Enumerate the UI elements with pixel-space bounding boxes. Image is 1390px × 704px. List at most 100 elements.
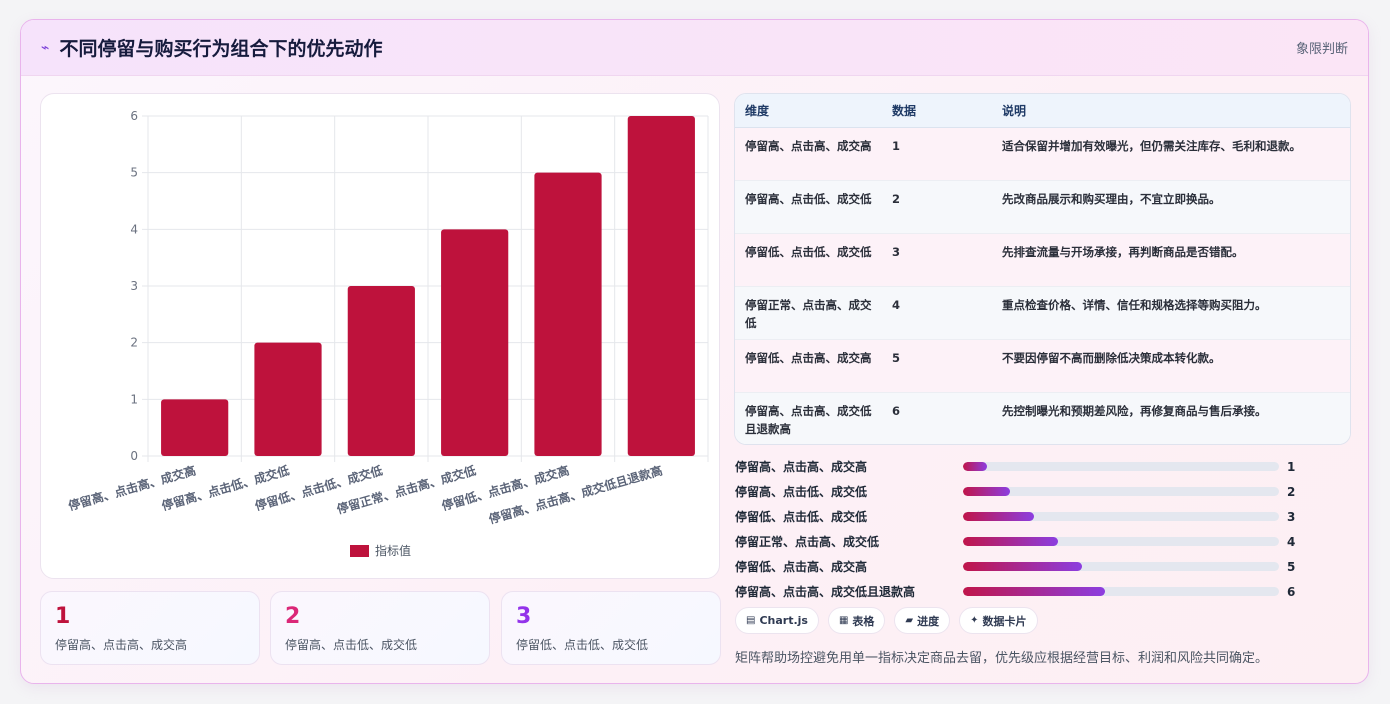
cell-description: 重点检查价格、详情、信任和规格选择等购买阻力。 <box>1002 297 1267 312</box>
progress-label: 停留高、点击低、成交低 <box>735 485 868 499</box>
chip-progress[interactable]: ▰ 进度 <box>894 607 951 634</box>
cell-description: 先改商品展示和购买理由，不宜立即换品。 <box>1002 191 1221 206</box>
y-tick-label: 3 <box>130 279 138 293</box>
header-tag: 象限判断 <box>1295 42 1348 57</box>
progress-value: 6 <box>1287 584 1296 599</box>
stat-label: 停留高、点击高、成交高 <box>55 638 188 652</box>
table: 维度 数据 说明 停留高、点击高、成交高 1 适合保留并增加有效曝光，但仍需关注… <box>735 94 1350 444</box>
bar <box>347 286 415 456</box>
bar <box>627 116 695 456</box>
progress-value: 1 <box>1287 459 1296 474</box>
progress-list: 停留高、点击高、成交高 1 停留高、点击低、成交低 2 停留低、点击低、成交低 3 停留正常… <box>735 454 1335 604</box>
card-header: ⌁ 不同停留与购买行为组合下的优先动作 象限判断 <box>21 20 1368 76</box>
progress-value: 5 <box>1287 559 1296 574</box>
cell-dimension: 停留高、点击低、成交低 <box>745 191 872 206</box>
progress-fill <box>963 562 1082 571</box>
table-header-row: 维度 数据 说明 <box>735 94 1350 128</box>
y-tick-label: 4 <box>130 222 138 236</box>
progress-label: 停留低、点击高、成交高 <box>735 560 868 574</box>
chip-chartjs[interactable]: ▤ Chart.js <box>735 607 819 634</box>
progress-label: 停留正常、点击高、成交低 <box>735 535 880 549</box>
progress-icon: ▰ <box>905 615 914 626</box>
progress-track <box>963 537 1279 546</box>
progress-track <box>963 587 1279 596</box>
y-tick-label: 6 <box>130 109 138 123</box>
progress-value: 3 <box>1287 509 1296 524</box>
bar <box>254 342 322 456</box>
cell-dimension: 停留低、点击低、成交低 <box>745 244 872 259</box>
y-tick-label: 5 <box>130 166 138 180</box>
cell-dimension: 停留高、点击高、成交高 <box>745 138 872 153</box>
chip-table[interactable]: ▦ 表格 <box>827 607 886 634</box>
progress-row: 停留高、点击高、成交低且退款高 6 <box>735 579 1335 604</box>
page-title: 不同停留与购买行为组合下的优先动作 <box>59 38 383 60</box>
legend-label: 指标值 <box>375 543 411 558</box>
title-wrap: ⌁ 不同停留与购买行为组合下的优先动作 <box>41 34 382 61</box>
progress-fill <box>963 462 987 471</box>
column-header-dimension: 维度 <box>735 94 882 128</box>
progress-label: 停留高、点击高、成交低且退款高 <box>735 585 916 599</box>
table-row: 停留高、点击高、成交高 1 适合保留并增加有效曝光，但仍需关注库存、毛利和退款。 <box>735 127 1350 180</box>
cell-description: 适合保留并增加有效曝光，但仍需关注库存、毛利和退款。 <box>1002 138 1301 153</box>
y-tick-label: 2 <box>130 336 138 350</box>
cell-dimension: 停留低、点击高、成交高 <box>745 350 872 365</box>
chip-data-cards[interactable]: ✦ 数据卡片 <box>959 607 1038 634</box>
cell-description: 先排查流量与开场承接，再判断商品是否错配。 <box>1002 244 1244 259</box>
progress-value: 4 <box>1287 534 1296 549</box>
column-header-value: 数据 <box>882 94 992 128</box>
table-row: 停留高、点击低、成交低 2 先改商品展示和购买理由，不宜立即换品。 <box>735 180 1350 233</box>
cell-value: 4 <box>892 297 901 312</box>
legend-swatch <box>350 545 369 557</box>
data-table: 维度 数据 说明 停留高、点击高、成交高 1 适合保留并增加有效曝光，但仍需关注… <box>734 93 1351 445</box>
progress-row: 停留正常、点击高、成交低 4 <box>735 529 1335 554</box>
column-header-description: 说明 <box>992 94 1350 128</box>
table-row: 停留正常、点击高、成交低 4 重点检查价格、详情、信任和规格选择等购买阻力。 <box>735 286 1350 339</box>
y-tick-label: 1 <box>130 392 138 406</box>
stat-card: 2 停留高、点击低、成交低 <box>270 591 490 665</box>
chart-icon: ▤ <box>746 615 756 626</box>
table-icon: ▦ <box>838 615 849 626</box>
cell-dimension: 停留高、点击高、成交低且退款高 <box>745 403 872 436</box>
progress-row: 停留高、点击低、成交低 2 <box>735 479 1335 504</box>
stat-value: 1 <box>55 604 71 629</box>
progress-track <box>963 562 1279 571</box>
progress-row: 停留高、点击高、成交高 1 <box>735 454 1335 479</box>
progress-value: 2 <box>1287 484 1296 499</box>
progress-fill <box>963 487 1011 496</box>
progress-track <box>963 487 1279 496</box>
stat-value: 2 <box>285 604 301 629</box>
progress-label: 停留高、点击高、成交高 <box>735 460 868 474</box>
chip-label: 表格 <box>852 614 875 628</box>
progress-track <box>963 462 1279 471</box>
bar <box>534 172 602 456</box>
progress-fill <box>963 587 1106 596</box>
stat-label: 停留低、点击低、成交低 <box>516 638 649 652</box>
stat-card: 3 停留低、点击低、成交低 <box>501 591 721 665</box>
chip-label: 进度 <box>917 614 940 628</box>
bar <box>441 229 509 456</box>
cell-value: 1 <box>892 138 901 153</box>
cell-value: 5 <box>892 350 901 365</box>
main-card: ⌁ 不同停留与购买行为组合下的优先动作 象限判断 0 1 2 3 4 5 6 停留高、点击高、… <box>20 19 1369 684</box>
cell-dimension: 停留正常、点击高、成交低 <box>745 297 872 330</box>
x-tick-label: 停留高、点击高、成交低且退款高 <box>487 462 664 526</box>
bar-chart: 0123456停留高、点击高、成交高停留高、点击低、成交低停留低、点击低、成交低… <box>66 109 709 558</box>
chart-panel: 0 1 2 3 4 5 6 停留高、点击高、成交高 停留高、点击低、成交低 停留低、点击低、成交低… <box>40 93 720 579</box>
table-row: 停留高、点击高、成交低且退款高 6 先控制曝光和预期差风险，再修复商品与售后承接… <box>735 392 1350 444</box>
tech-chips: ▤ Chart.js ▦ 表格 ▰ 进度 ✦ 数据卡片 <box>735 607 1038 634</box>
stat-card: 1 停留高、点击高、成交高 <box>40 591 260 665</box>
table-row: 停留低、点击高、成交高 5 不要因停留不高而删除低决策成本转化款。 <box>735 339 1350 392</box>
progress-fill <box>963 512 1035 521</box>
sparkle-icon: ✦ <box>970 615 979 626</box>
progress-label: 停留低、点击低、成交低 <box>735 510 868 524</box>
stat-label: 停留高、点击低、成交低 <box>285 638 418 652</box>
footnote: 矩阵帮助场控避免用单一指标决定商品去留，优先级应根据经营目标、利润和风险共同确定… <box>735 651 1269 666</box>
stat-value: 3 <box>516 604 532 629</box>
chart-trend-icon: ⌁ <box>41 39 50 56</box>
progress-fill <box>963 537 1058 546</box>
progress-row: 停留低、点击低、成交低 3 <box>735 504 1335 529</box>
table-row: 停留低、点击低、成交低 3 先排查流量与开场承接，再判断商品是否错配。 <box>735 233 1350 286</box>
progress-track <box>963 512 1279 521</box>
bar <box>161 399 229 456</box>
cell-value: 6 <box>892 403 901 418</box>
